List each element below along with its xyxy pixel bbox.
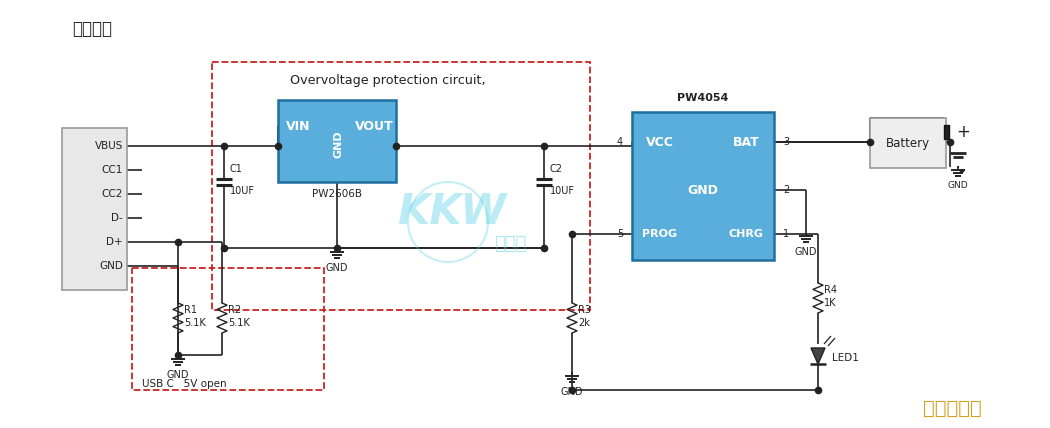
Text: VIN: VIN [286, 119, 310, 133]
Text: LED1: LED1 [832, 353, 859, 363]
Text: VOUT: VOUT [355, 119, 394, 133]
Text: C2: C2 [550, 164, 563, 174]
Text: GND: GND [99, 261, 123, 271]
FancyBboxPatch shape [278, 100, 396, 182]
Text: 2k: 2k [578, 318, 590, 328]
Text: -: - [958, 162, 964, 180]
Text: 10UF: 10UF [230, 186, 255, 196]
FancyBboxPatch shape [870, 118, 946, 168]
Text: 夸克微: 夸克微 [494, 235, 526, 253]
Text: Battery: Battery [886, 137, 930, 149]
Text: GND: GND [688, 184, 718, 196]
Text: PROG: PROG [643, 229, 677, 239]
Text: GND: GND [948, 181, 968, 190]
Bar [212, 62, 590, 310]
Text: +: + [956, 123, 970, 141]
Text: GND: GND [167, 370, 189, 380]
Bar [132, 268, 324, 390]
Text: VCC: VCC [646, 136, 674, 149]
Text: Overvoltage protection circuit,: Overvoltage protection circuit, [290, 74, 485, 86]
Text: CC1: CC1 [102, 165, 123, 175]
Text: R2: R2 [228, 305, 242, 315]
Text: 1: 1 [783, 229, 790, 239]
Text: 2: 2 [783, 185, 790, 195]
Text: R3: R3 [578, 305, 591, 315]
Text: GND: GND [326, 263, 349, 273]
FancyBboxPatch shape [62, 128, 127, 290]
Text: D+: D+ [106, 237, 123, 247]
Text: R4: R4 [824, 285, 837, 295]
Text: USB C   5V open: USB C 5V open [142, 379, 227, 389]
Text: 附原理图: 附原理图 [72, 20, 112, 38]
Text: PW2606B: PW2606B [312, 189, 362, 199]
FancyBboxPatch shape [632, 112, 774, 260]
Text: GND: GND [561, 387, 583, 397]
Text: KKW: KKW [397, 191, 506, 233]
Text: PW4054: PW4054 [677, 93, 729, 103]
Text: CHRG: CHRG [729, 229, 763, 239]
Text: R1: R1 [184, 305, 197, 315]
Text: 5: 5 [616, 229, 623, 239]
Text: 5.1K: 5.1K [228, 318, 250, 328]
Text: BAT: BAT [733, 136, 759, 149]
Text: D-: D- [111, 213, 123, 223]
Text: GND: GND [333, 130, 343, 158]
Text: GND: GND [795, 247, 817, 257]
Text: 4: 4 [617, 137, 623, 147]
Text: 夸克微科技: 夸克微科技 [923, 398, 982, 417]
Text: C1: C1 [230, 164, 243, 174]
Text: VBUS: VBUS [94, 141, 123, 151]
Polygon shape [811, 348, 825, 364]
Text: 3: 3 [783, 137, 790, 147]
Text: 10UF: 10UF [550, 186, 575, 196]
Bar [944, 125, 949, 139]
Text: 5.1K: 5.1K [184, 318, 206, 328]
Text: CC2: CC2 [102, 189, 123, 199]
Text: 1K: 1K [824, 298, 837, 308]
